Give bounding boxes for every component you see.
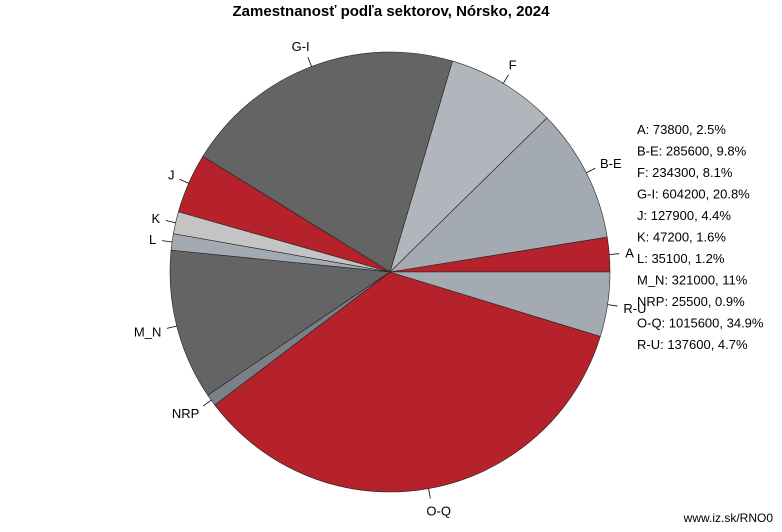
slice-tick (166, 325, 177, 329)
slice-tick (609, 253, 620, 255)
slice-label: J (168, 167, 175, 182)
slice-label: M_N (134, 324, 161, 339)
slice-tick (307, 56, 312, 67)
slice-label: O-Q (426, 503, 451, 518)
chart-title: Zamestnanosť podľa sektorov, Nórsko, 202… (233, 3, 551, 20)
legend-item: K: 47200, 1.6% (637, 230, 726, 245)
slice-label: B-E (600, 156, 622, 171)
slice-label: K (151, 211, 160, 226)
legend-item: F: 234300, 8.1% (637, 165, 733, 180)
slice-labels: A B-E F G-I J KL M_N NRP O-Q R-U (134, 39, 647, 518)
slice-label: R-U (623, 301, 646, 316)
legend-item: M_N: 321000, 11% (637, 273, 748, 288)
slice-tick (428, 488, 431, 499)
slice-tick (607, 304, 618, 307)
legend-item: J: 127900, 4.4% (637, 208, 731, 223)
slice-label: NRP (172, 406, 199, 421)
pie-slice-f (389, 60, 548, 274)
slice-label: G-I (292, 39, 310, 54)
pie-slice-g-i (202, 51, 453, 273)
slice-tick (202, 399, 212, 407)
legend-item: B-E: 285600, 9.8% (637, 144, 747, 159)
slice-tick (502, 74, 509, 84)
legend-item: R-U: 137600, 4.7% (637, 337, 748, 352)
pie-slice-m-n (169, 249, 391, 396)
slice-tick (179, 178, 189, 184)
legend-item: O-Q: 1015600, 34.9% (637, 316, 764, 331)
slice-tick (165, 220, 176, 224)
slice-tick (586, 167, 596, 174)
legend-item: NRP: 25500, 0.9% (637, 294, 745, 309)
slice-label: F (509, 58, 517, 73)
pie-slice-b-e (389, 117, 608, 273)
pie-slices (169, 51, 611, 493)
slice-tick (162, 240, 173, 243)
legend: A: 73800, 2.5% B-E: 285600, 9.8% F: 234300… (637, 122, 764, 352)
legend-item: G-I: 604200, 20.8% (637, 187, 750, 202)
slice-label: L (149, 232, 156, 247)
slice-label: A (625, 246, 634, 261)
legend-item: A: 73800, 2.5% (637, 122, 726, 137)
source-text: www.iz.sk/RNO0 (683, 511, 774, 525)
legend-item: L: 35100, 1.2% (637, 251, 725, 266)
